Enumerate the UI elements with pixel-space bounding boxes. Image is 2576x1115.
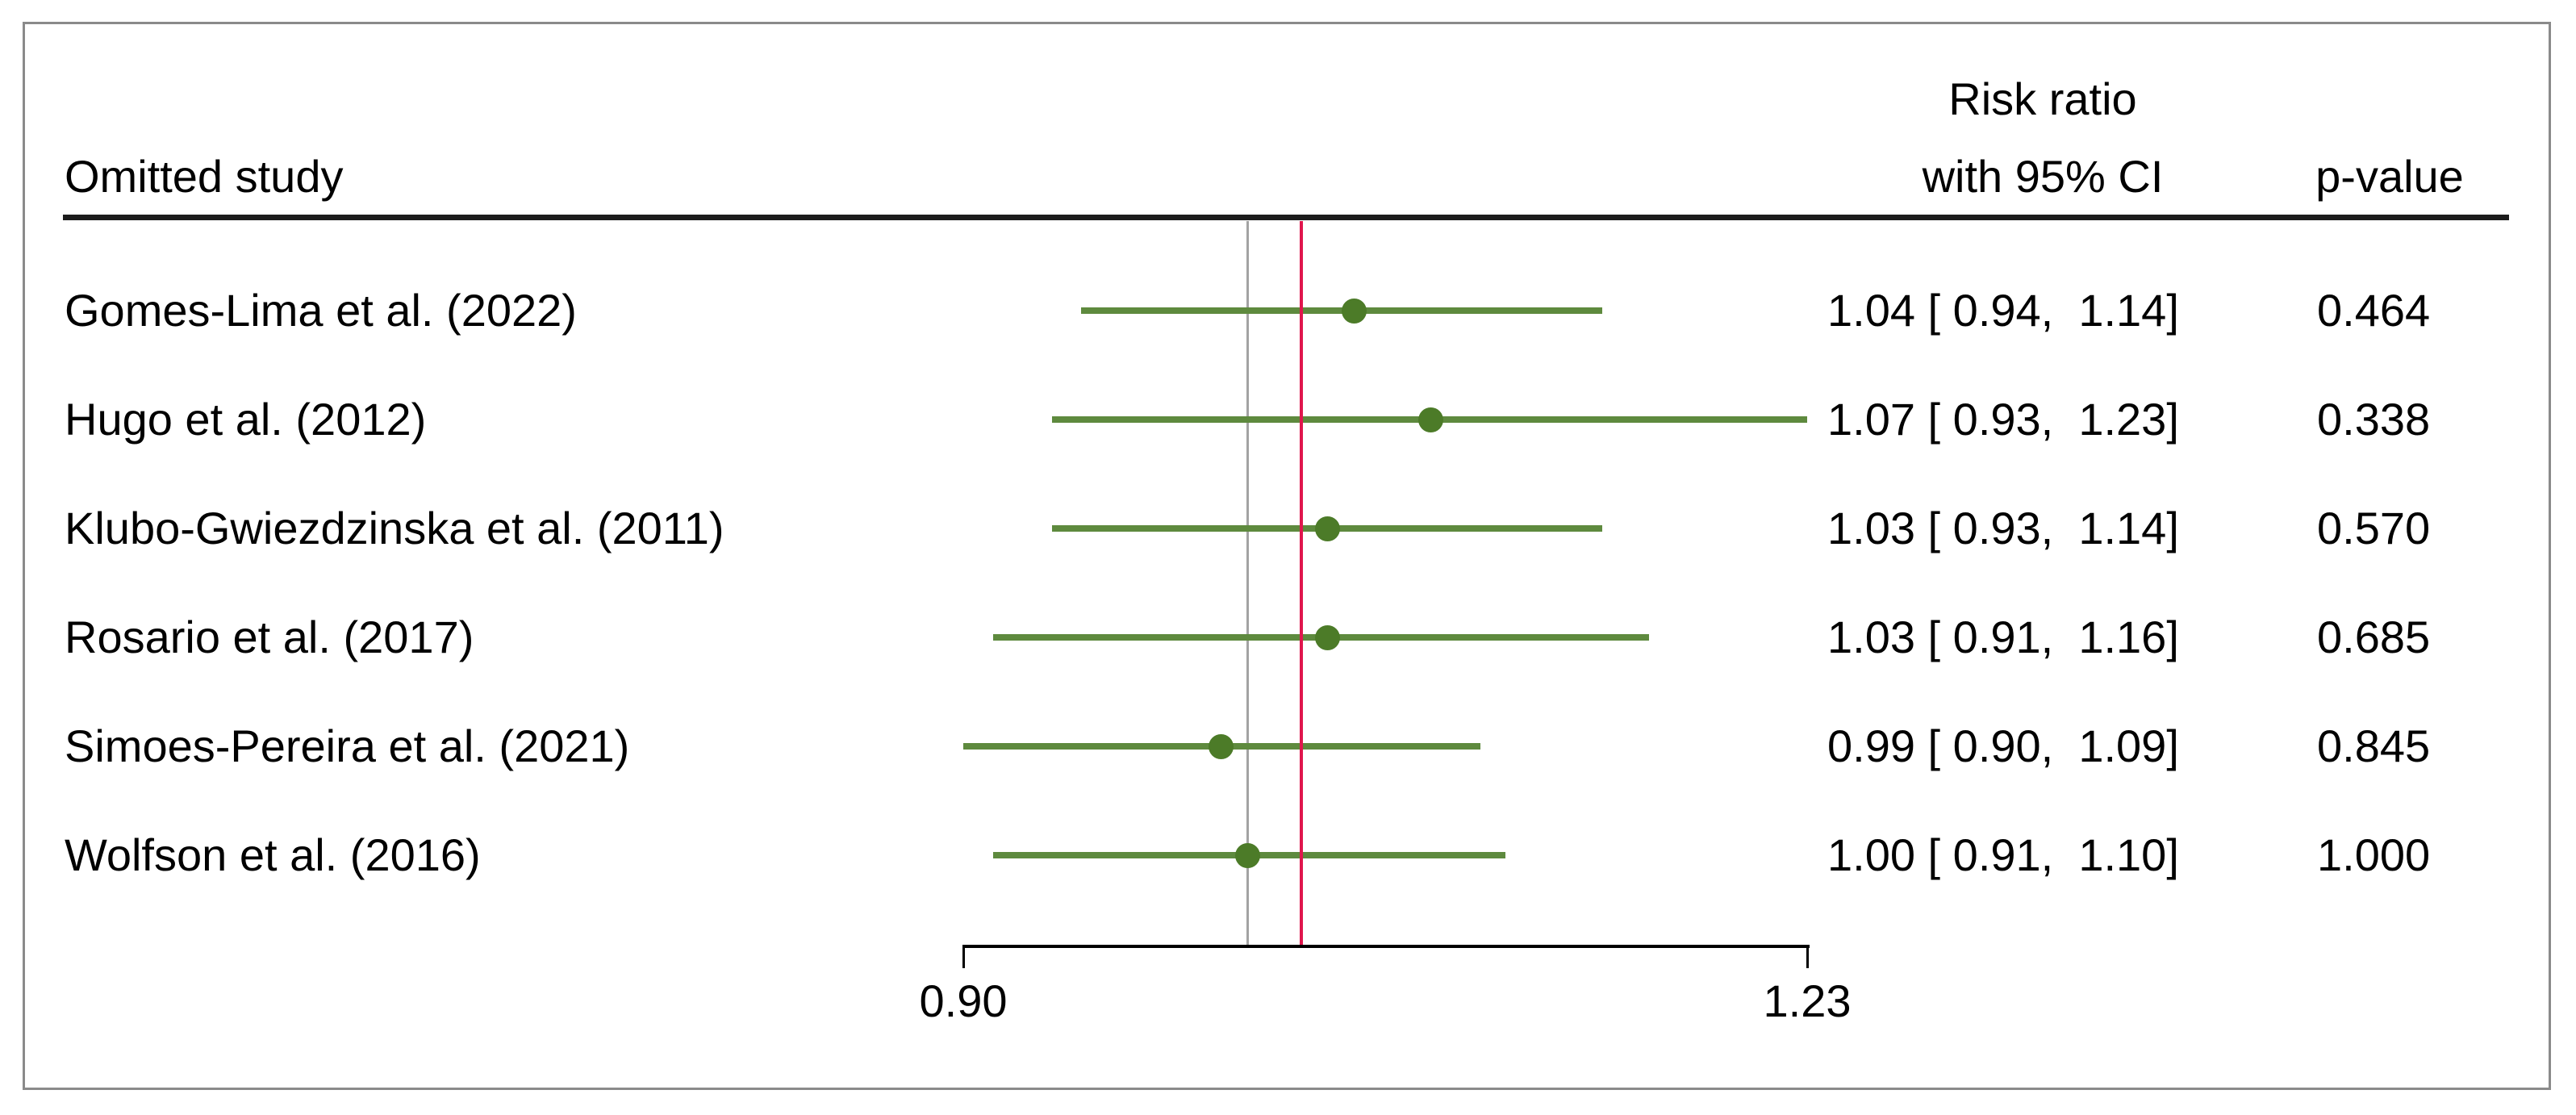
effect-estimate-text: 1.07 [ 0.93, 1.23] <box>1827 394 2179 445</box>
point-estimate-marker <box>1235 842 1261 868</box>
p-value-text: 0.338 <box>2317 394 2431 445</box>
effect-estimate-text: 1.03 [ 0.93, 1.14] <box>1827 503 2179 553</box>
x-axis-tick-label: 0.90 <box>919 975 1008 1026</box>
p-value-text: 0.845 <box>2317 720 2431 771</box>
study-label: Rosario et al. (2017) <box>65 612 474 662</box>
column-header-risk-ratio-line2: with 95% CI <box>1922 151 2164 202</box>
p-value-text: 0.570 <box>2317 503 2431 553</box>
study-label: Klubo-Gwiezdzinska et al. (2011) <box>65 503 724 553</box>
study-label: Hugo et al. (2012) <box>65 394 427 445</box>
point-estimate-marker <box>1315 624 1341 650</box>
x-axis-tick-label: 1.23 <box>1763 975 1852 1026</box>
column-header-p-value: p-value <box>2315 151 2464 202</box>
x-axis-tick <box>962 945 965 968</box>
header-rule <box>63 215 2509 220</box>
point-estimate-marker <box>1341 298 1367 324</box>
null-line <box>1246 221 1250 946</box>
figure-border <box>23 22 2551 1090</box>
overall-estimate-line <box>1300 221 1304 946</box>
point-estimate-marker <box>1315 516 1341 541</box>
study-label: Wolfson et al. (2016) <box>65 829 481 880</box>
p-value-text: 0.685 <box>2317 612 2431 662</box>
p-value-text: 0.464 <box>2317 285 2431 336</box>
effect-estimate-text: 1.03 [ 0.91, 1.16] <box>1827 612 2179 662</box>
p-value-text: 1.000 <box>2317 829 2431 880</box>
point-estimate-marker <box>1417 407 1443 432</box>
x-axis-tick <box>1806 945 1809 968</box>
study-label: Simoes-Pereira et al. (2021) <box>65 720 630 771</box>
effect-estimate-text: 0.99 [ 0.90, 1.09] <box>1827 720 2179 771</box>
effect-estimate-text: 1.00 [ 0.91, 1.10] <box>1827 829 2179 880</box>
column-header-risk-ratio-line1: Risk ratio <box>1948 73 2137 124</box>
column-header-omitted-study: Omitted study <box>65 151 344 202</box>
point-estimate-marker <box>1208 733 1234 759</box>
x-axis-line <box>963 945 1810 948</box>
study-label: Gomes-Lima et al. (2022) <box>65 285 577 336</box>
ci-line <box>1080 307 1602 314</box>
effect-estimate-text: 1.04 [ 0.94, 1.14] <box>1827 285 2179 336</box>
